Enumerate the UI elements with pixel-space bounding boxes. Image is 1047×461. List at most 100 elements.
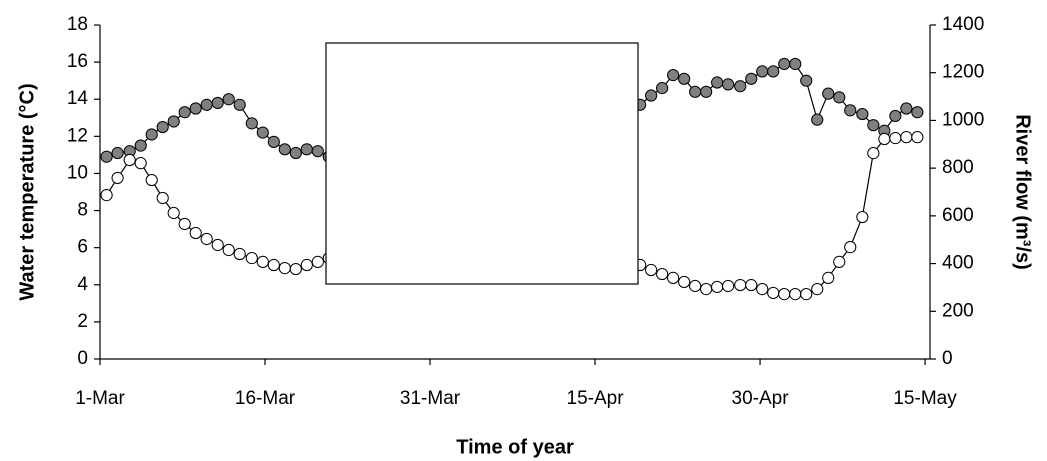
data-point [745,278,758,292]
y2-tick-label: 400 [942,253,974,274]
data-point [689,85,702,98]
y2-tick-label: 0 [942,348,953,369]
data-point [844,104,857,117]
data-point [233,98,246,111]
data-point [211,238,224,252]
x-tick-label: 1-Mar [75,388,125,409]
data-point [734,278,747,292]
data-point [656,81,669,95]
data-point [189,226,202,240]
data-point [722,279,735,293]
data-point [767,286,780,300]
data-point [833,255,846,269]
data-point [278,143,291,156]
data-point [800,74,813,87]
y-tick-label: 2 [77,311,88,332]
y2-tick-label: 800 [942,157,974,178]
data-point [789,288,802,301]
data-point [833,91,846,104]
y2-tick-label: 1000 [942,109,984,130]
data-point [667,69,680,82]
data-point [123,153,136,167]
overlay-box [325,42,639,285]
data-point [689,279,702,293]
y-tick-label: 10 [67,162,88,183]
data-point [678,72,691,85]
data-point [134,139,147,152]
y-tick-label: 6 [77,237,88,258]
data-point [134,157,147,170]
data-point [867,119,880,132]
data-point [278,262,291,275]
y2-tick-label: 1400 [942,14,984,35]
y-tick-label: 0 [77,348,88,369]
data-point [289,146,302,160]
data-point [711,280,724,294]
y-tick-label: 18 [67,14,88,35]
data-point [189,102,202,115]
data-point [211,96,224,110]
data-point [722,78,735,91]
data-point [856,210,869,224]
y-tick-label: 12 [67,125,88,146]
data-point [256,126,269,139]
data-point [311,255,324,269]
data-point [756,282,769,296]
axes: 0 2 4 6 8 10 12 14 16 18 0 200 400 600 800 1000 1200 1400… [67,14,984,409]
data-point [289,262,302,276]
data-point [145,128,158,141]
data-point [222,93,235,106]
x-tick-label: 15-May [893,388,957,409]
data-point [100,150,113,163]
series [100,57,924,301]
data-point [256,255,269,269]
y-tick-label: 14 [67,88,89,109]
data-point [911,131,924,144]
data-point [778,57,791,71]
y-tick-label: 8 [77,200,88,221]
data-point [811,282,824,296]
data-point [789,57,802,71]
data-point [900,131,913,144]
data-point [645,89,658,102]
y-axis-title: Water temperature (°C) [16,83,38,300]
data-point [111,171,124,185]
data-point [111,146,124,160]
data-point [267,135,280,148]
y2-tick-label: 1200 [942,62,984,83]
data-point [200,232,213,246]
data-point [100,189,113,202]
data-point [811,113,824,126]
data-point [245,251,258,265]
data-point [178,106,191,119]
data-point [767,65,780,78]
data-point [856,107,869,121]
x-tick-label: 31-Mar [400,388,461,409]
y-tick-label: 4 [77,274,88,295]
data-point [311,145,324,158]
data-point [222,243,235,257]
y2-tick-label: 600 [942,205,974,226]
data-point [800,288,813,301]
data-point [711,76,724,89]
data-point [245,117,258,130]
y2-tick-label: 200 [942,300,974,321]
data-point [822,87,835,100]
data-point [745,72,758,85]
data-point [178,217,191,231]
data-point [844,241,857,254]
data-point [889,131,902,145]
data-point [645,263,658,277]
data-point [889,109,902,123]
data-point [300,258,313,272]
data-point [267,258,280,272]
data-point [756,65,769,78]
data-point [300,143,313,156]
x-tick-label: 15-Apr [567,388,625,409]
data-point [900,102,913,115]
data-point [778,288,791,301]
data-point [911,106,924,119]
data-point [656,267,669,281]
data-point [878,132,891,146]
